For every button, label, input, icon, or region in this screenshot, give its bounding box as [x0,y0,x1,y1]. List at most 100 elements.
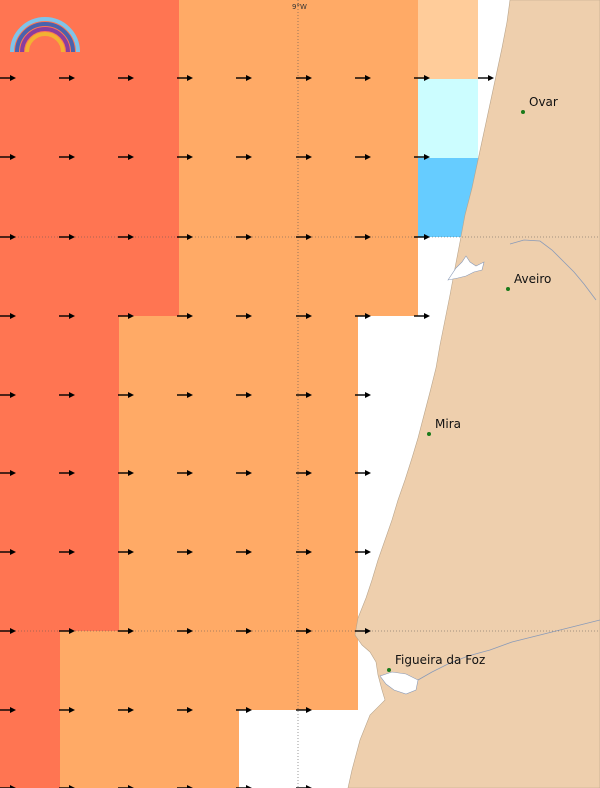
direction-arrow [177,75,193,81]
data-cell [239,237,298,316]
data-cell [298,473,358,552]
direction-arrow [355,75,371,81]
data-cell [60,631,119,710]
data-cell [179,316,239,394]
direction-arrow [177,154,193,160]
land-area [347,0,600,788]
meridian-label: 9°W [292,3,307,11]
data-cell [0,237,60,316]
direction-arrow [296,628,312,634]
direction-arrow [0,785,16,788]
direction-arrow [0,154,16,160]
direction-arrow [0,313,16,319]
town-marker[interactable] [506,287,510,291]
data-cell [358,237,418,316]
direction-arrow [296,75,312,81]
data-cell [239,394,298,473]
direction-arrow [59,707,75,713]
data-cell [119,79,179,158]
direction-arrow [118,785,134,788]
data-cell [239,316,298,394]
data-cell [298,158,358,237]
direction-arrow [236,628,252,634]
data-cell [179,631,239,710]
data-cell [298,237,358,316]
data-cell [179,552,239,631]
data-cell [239,79,298,158]
direction-arrow [236,549,252,555]
direction-arrow [296,234,312,240]
direction-arrow [59,628,75,634]
direction-arrow [355,549,371,555]
water-features [379,239,600,695]
mondego-estuary [379,671,419,695]
data-cell [60,316,119,394]
rainbow-logo-icon [10,17,80,53]
data-cell [119,0,179,79]
direction-arrow [296,785,312,788]
direction-arrow [177,628,193,634]
data-cell [60,710,119,788]
town-label: Ovar [529,95,558,109]
data-cell [119,473,179,552]
direction-arrow [355,234,371,240]
data-cell [239,473,298,552]
data-cell [298,316,358,394]
data-cell [119,158,179,237]
data-cell [60,394,119,473]
direction-arrow [296,313,312,319]
direction-arrow [118,628,134,634]
town-label: Mira [435,417,461,431]
data-cell [179,473,239,552]
direction-arrow [355,470,371,476]
data-cell [298,394,358,473]
direction-arrow [0,549,16,555]
data-cell [298,79,358,158]
direction-arrow [236,313,252,319]
direction-arrow [0,707,16,713]
data-cell [0,79,60,158]
data-cell [239,158,298,237]
data-cell [298,0,358,79]
data-cells [0,0,478,788]
direction-arrow [118,234,134,240]
direction-arrow [177,707,193,713]
data-cell [418,0,478,79]
town-marker[interactable] [387,668,391,672]
direction-arrow [59,234,75,240]
town-label: Figueira da Foz [395,653,485,667]
vouga-river [509,239,597,301]
data-cell [0,552,60,631]
town-marker[interactable] [521,110,525,114]
town-marker[interactable] [427,432,431,436]
data-cell [0,394,60,473]
direction-arrow [0,470,16,476]
direction-arrow [236,392,252,398]
data-cell [60,79,119,158]
direction-arrow [355,628,371,634]
direction-arrow [59,154,75,160]
direction-arrow [59,392,75,398]
direction-arrow [118,549,134,555]
data-cell [179,158,239,237]
data-cell [119,394,179,473]
direction-arrow [236,75,252,81]
direction-arrow [414,75,430,81]
direction-arrow [118,707,134,713]
data-cell [119,316,179,394]
direction-arrow [0,628,16,634]
data-cell [239,631,298,710]
data-cell [239,0,298,79]
data-cell [179,394,239,473]
data-cell [179,79,239,158]
direction-arrow [59,549,75,555]
direction-arrow [177,785,193,788]
data-cell [179,710,239,788]
data-cell [0,631,60,710]
data-cell [60,237,119,316]
data-cell [358,79,418,158]
direction-arrow [236,470,252,476]
data-cell [0,316,60,394]
direction-arrow [177,392,193,398]
